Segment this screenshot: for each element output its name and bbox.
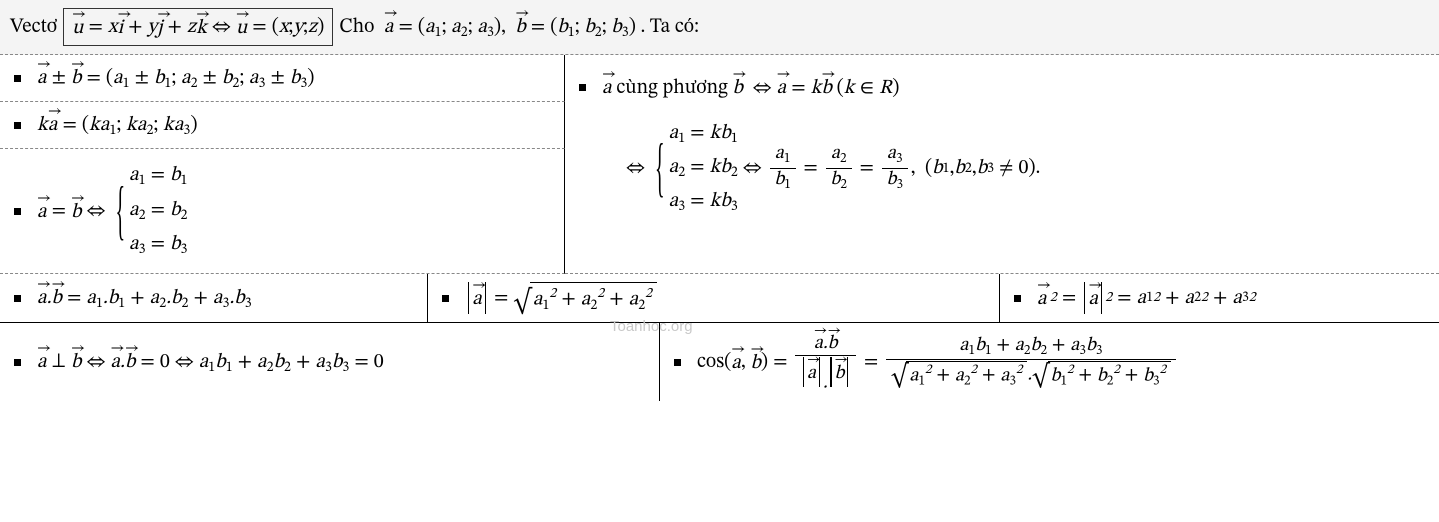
row-products: a.b=a1.b1+a2.b2+a3.b3 a= √a12+a22+a22 a … (0, 274, 1439, 323)
vector-formula-sheet: Vectơ u=xi+yj+zk ⇔u=(x; y; z) Cho a=(a1;… (0, 0, 1439, 401)
vector-definition-box: u=xi+yj+zk ⇔u=(x; y; z) (63, 8, 333, 46)
cell-cos: cos(a, b)= a.b a.b = a1b1+a2b2+a3b3 √a12… (660, 323, 1439, 401)
formula-perp: a⊥b⇔a.b=0⇔a1b1+a2b2+a3b3=0 (37, 347, 384, 377)
cell-dot: a.b=a1.b1+a2.b2+a3.b3 (0, 274, 428, 323)
bullet-icon (14, 295, 21, 302)
bullet-icon (674, 359, 681, 366)
cell-parallel: a cùng phương b ⇔a=kb (k∈R) ⇔ { a1=kb1 a… (565, 55, 1439, 274)
bullet-icon (14, 359, 21, 366)
formula-norm: a= √a12+a22+a22 (465, 282, 657, 314)
formula-scalar: ka=(ka1; ka2; ka3) (37, 110, 198, 140)
formula-equal: a=b⇔ { a1=b1 a2=b2 a3=b3 (37, 157, 187, 265)
bullet-icon (442, 295, 449, 302)
cell-square: a 2=a2=a12+a22+a32 (1000, 274, 1439, 323)
header-row: Vectơ u=xi+yj+zk ⇔u=(x; y; z) Cho a=(a1;… (0, 0, 1439, 55)
row-perp-cos: a⊥b⇔a.b=0⇔a1b1+a2b2+a3b3=0 cos(a, b)= a.… (0, 323, 1439, 401)
bullet-icon (14, 75, 21, 82)
header-cho: Cho a=(a1; a2; a3), b=(b1; b2; b3) . Ta … (339, 12, 699, 42)
formula-sum: a±b=(a1±b1; a2±b2; a3±b3) (37, 63, 314, 93)
cell-perp: a⊥b⇔a.b=0⇔a1b1+a2b2+a3b3=0 (0, 323, 660, 401)
cell-scalar: ka=(ka1; ka2; ka3) (0, 102, 565, 149)
formula-square: a 2=a2=a12+a22+a32 (1037, 282, 1256, 314)
formula-parallel-intro: a cùng phương b ⇔a=kb (k∈R) (602, 73, 899, 101)
bullet-icon (579, 84, 586, 91)
formula-cos: cos(a, b)= a.b a.b = a1b1+a2b2+a3b3 √a12… (697, 331, 1179, 393)
bullet-icon (14, 208, 21, 215)
cell-norm: a= √a12+a22+a22 (428, 274, 1000, 323)
header-prefix: Vectơ (10, 15, 57, 40)
row-basic-ops: a±b=(a1±b1; a2±b2; a3±b3) ka=(ka1; ka2; … (0, 55, 1439, 274)
cell-sum: a±b=(a1±b1; a2±b2; a3±b3) (0, 55, 565, 102)
bullet-icon (14, 122, 21, 129)
bullet-icon (1014, 295, 1021, 302)
formula-parallel-system: ⇔ { a1=kb1 a2=kb2 a3=kb3 ⇔ a1b1 = a2b2 =… (621, 115, 1040, 223)
formula-dot: a.b=a1.b1+a2.b2+a3.b3 (37, 283, 252, 313)
cell-equal: a=b⇔ { a1=b1 a2=b2 a3=b3 (0, 149, 565, 274)
